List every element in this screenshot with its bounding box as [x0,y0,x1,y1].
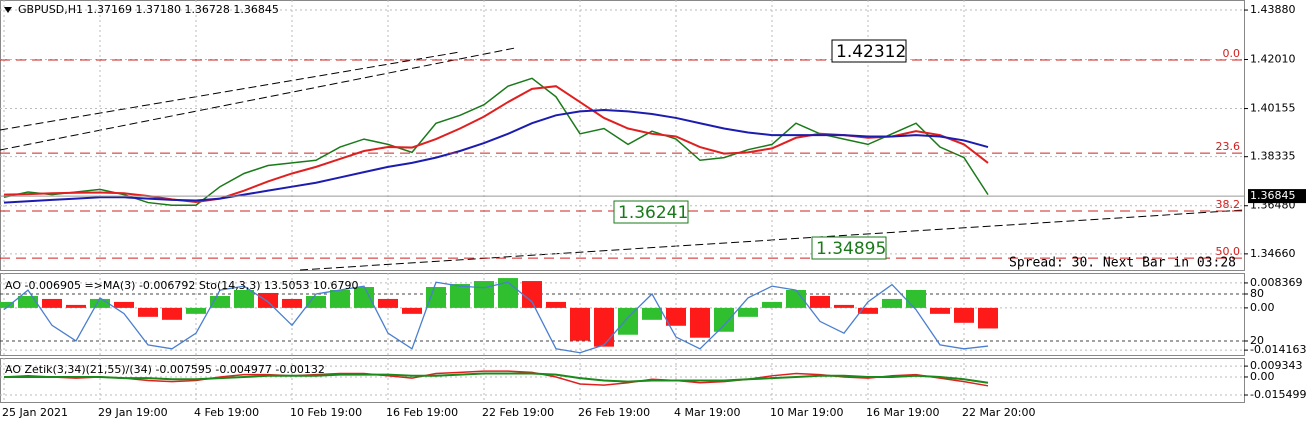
bar [426,287,446,308]
x-tick-label: 16 Mar 19:00 [866,406,939,419]
y-tick-label: 80 [1250,287,1264,300]
bar [714,307,734,332]
x-tick-label: 26 Feb 19:00 [578,406,650,419]
series-line [3,109,989,204]
y-tick-label: 0.00 [1250,301,1275,314]
bar [378,298,398,308]
panel-title: AO Zetik(3,34)(21,55)/(34) -0.007595 -0.… [5,363,325,376]
series-line [4,372,989,384]
bar [522,281,542,308]
x-tick-label: 4 Feb 19:00 [194,406,259,419]
x-tick-label: 22 Mar 20:00 [962,406,1035,419]
bar [546,301,566,308]
bar [114,301,134,308]
y-tick-label: 0.009343 [1250,359,1303,372]
main-panel [0,0,1245,271]
trend-line [0,51,461,131]
bar [210,295,230,308]
bar [858,307,878,314]
bar [0,301,14,308]
annotation-box [811,236,887,260]
y-tick-label: -0.015499 [1250,388,1306,401]
fib-label: 0.0 [1223,47,1241,60]
x-tick-label: 10 Mar 19:00 [770,406,843,419]
bar [762,301,782,308]
zetik-panel [0,358,1245,403]
bar [330,289,350,308]
bar [570,307,590,341]
trend-line [0,47,516,151]
annotation-box [613,200,689,224]
bar [258,292,278,308]
bar [594,307,614,347]
bar [306,295,326,308]
bar [234,289,254,308]
price-label: 1.36845 [1250,189,1296,202]
bar [66,304,86,308]
bar [882,298,902,308]
bar [282,298,302,308]
bar [474,281,494,308]
y-tick-label: 1.40155 [1250,102,1296,115]
fib-label: 38.2 [1216,198,1241,211]
status: Spread: 30. Next Bar in 03:28 [1009,256,1236,271]
bar [402,307,422,314]
bar [642,307,662,320]
bar [690,307,710,338]
bar [906,289,926,308]
x-tick-label: 16 Feb 19:00 [386,406,458,419]
bar [162,307,182,320]
bar [138,307,158,317]
annotation: 1.42312 [836,42,906,62]
price-box [1248,189,1306,204]
fib-label: 23.6 [1216,140,1241,153]
bar [738,307,758,317]
bar [834,304,854,308]
x-tick-label: 22 Feb 19:00 [482,406,554,419]
y-tick-label: 1.43880 [1250,3,1296,16]
x-tick-label: 29 Jan 19:00 [98,406,168,419]
ao-panel [0,273,1245,356]
y-tick-label: 20 [1250,334,1264,347]
y-tick-label: 1.42010 [1250,53,1296,66]
bar [930,307,950,314]
plot: 25 Jan 2021 29 Jan 19:00 4 Feb 19:00 10 Feb… [0,0,1306,419]
y-tick-label: 1.34660 [1250,247,1296,260]
y-tick-label: 1.38335 [1250,150,1296,163]
y-tick-label: 0.008369 [1250,276,1303,289]
bar [42,298,62,308]
bar [18,295,38,308]
bar [90,298,110,308]
fib-label: 50.0 [1216,245,1241,258]
bar [954,307,974,323]
annotation: 1.34895 [816,239,886,259]
x-tick-label: 10 Feb 19:00 [290,406,362,419]
series-line [3,281,989,354]
annotation: 1.36241 [618,203,688,223]
header: GBPUSD,H1 1.37169 1.37180 1.36728 1.3684… [18,3,279,16]
annotation-box [831,39,907,63]
bar [978,307,998,329]
panel-title: AO -0.006905 =>MA(3) -0.006792 Sto(14,3,… [5,279,358,292]
bar [354,287,374,308]
y-tick-label: -0.014163 [1250,343,1306,356]
x-tick-label: 4 Mar 19:00 [674,406,740,419]
x-tick-label: 25 Jan 2021 [2,406,68,419]
bar [186,307,206,314]
menu-triangle [4,7,12,13]
bar [450,284,470,308]
y-tick-label: 0.00 [1250,370,1275,383]
bar [786,289,806,308]
bar [618,307,638,335]
bar [810,295,830,308]
bar [666,307,686,326]
